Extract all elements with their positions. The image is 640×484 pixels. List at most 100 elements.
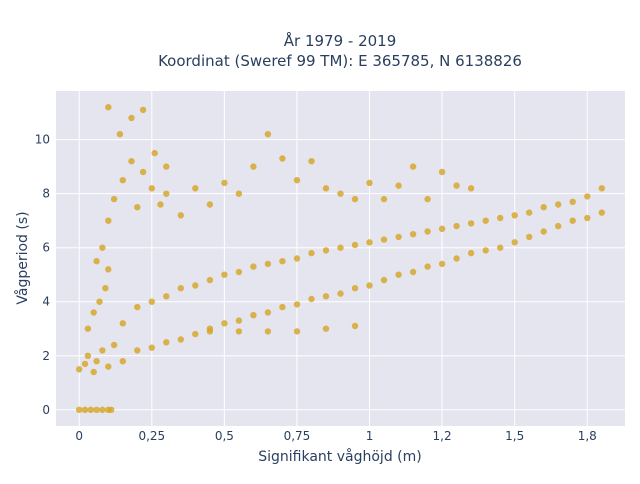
scatter-point	[76, 406, 83, 413]
scatter-point	[90, 368, 97, 376]
scatter-point	[119, 320, 127, 327]
scatter-point	[279, 258, 286, 265]
scatter-point	[497, 214, 504, 222]
scatter-point	[206, 328, 214, 335]
scatter-point	[177, 285, 184, 292]
scatter-point	[366, 179, 373, 187]
scatter-point	[555, 201, 562, 208]
x-tick-label: 1,2	[433, 429, 452, 443]
y-tick-label: 8	[42, 187, 50, 201]
scatter-point	[192, 185, 199, 192]
scatter-point	[93, 358, 100, 365]
x-axis-title: Signifikant våghöjd (m)	[258, 448, 421, 465]
scatter-point	[163, 339, 170, 346]
scatter-point	[134, 204, 141, 211]
scatter-point	[308, 249, 315, 257]
scatter-point	[163, 293, 170, 300]
scatter-point	[467, 185, 475, 192]
scatter-point	[322, 247, 330, 254]
scatter-point	[293, 177, 301, 184]
scatter-point	[264, 260, 272, 268]
scatter-point	[221, 320, 228, 327]
scatter-point	[235, 190, 243, 197]
scatter-point	[424, 263, 431, 270]
scatter-point	[250, 312, 257, 319]
y-tick-label: 4	[42, 295, 50, 309]
scatter-point	[453, 182, 460, 189]
scatter-point	[380, 195, 388, 203]
scatter-point	[93, 406, 100, 413]
scatter-point	[366, 239, 373, 246]
scatter-point	[366, 282, 373, 289]
scatter-point	[584, 193, 591, 200]
scatter-point	[322, 325, 330, 332]
scatter-point	[453, 222, 460, 230]
scatter-point	[250, 163, 257, 170]
scatter-point	[87, 406, 95, 413]
scatter-point	[293, 328, 301, 335]
x-tick-label: 1,8	[578, 429, 597, 443]
scatter-point	[84, 352, 92, 359]
scatter-point	[99, 406, 106, 413]
y-tick-label: 6	[42, 241, 50, 255]
scatter-point	[108, 406, 115, 413]
scatter-point	[453, 255, 460, 262]
scatter-point	[308, 295, 315, 303]
scatter-point	[177, 212, 184, 219]
scatter-point	[308, 158, 315, 165]
scatter-point	[351, 195, 359, 203]
scatter-point	[105, 363, 112, 370]
scatter-point	[293, 255, 301, 262]
x-axis-ticks: 0 0,25 0,5 0,75 1 1,2 1,5 1,8	[75, 429, 596, 443]
scatter-point	[192, 330, 199, 338]
scatter-point	[177, 336, 184, 343]
scatter-point	[206, 201, 214, 208]
scatter-point	[148, 298, 155, 305]
scatter-point	[279, 155, 286, 162]
scatter-point	[119, 358, 127, 365]
scatter-point	[134, 303, 141, 311]
scatter-point	[424, 195, 431, 203]
scatter-point	[128, 114, 135, 122]
scatter-point	[99, 347, 106, 354]
scatter-point	[395, 271, 402, 278]
scatter-point	[526, 233, 533, 241]
scatter-point	[569, 198, 576, 205]
scatter-point	[264, 328, 272, 335]
x-tick-label: 0	[75, 429, 83, 443]
scatter-point	[235, 328, 243, 335]
scatter-point	[128, 158, 135, 165]
scatter-point	[81, 406, 89, 413]
scatter-point	[105, 104, 112, 111]
scatter-point	[337, 190, 344, 197]
scatter-point	[351, 285, 359, 292]
scatter-point	[148, 344, 155, 351]
scatter-point	[151, 149, 158, 157]
scatter-point	[134, 347, 141, 354]
scatter-point	[105, 217, 112, 224]
x-tick-label: 0,75	[284, 429, 311, 443]
x-tick-label: 1	[366, 429, 374, 443]
scatter-point	[110, 195, 118, 203]
scatter-point	[76, 366, 83, 373]
scatter-point	[569, 217, 576, 224]
y-axis-title: Vågperiod (s)	[14, 211, 31, 304]
scatter-point	[395, 182, 402, 189]
scatter-point	[380, 276, 388, 284]
scatter-point	[409, 268, 417, 276]
scatter-point	[540, 228, 547, 235]
scatter-point	[511, 212, 518, 219]
scatter-point	[482, 247, 489, 254]
scatter-point	[102, 285, 109, 292]
scatter-point	[438, 168, 446, 176]
y-axis-ticks: 0 2 4 6 8 10	[35, 133, 50, 417]
scatter-point	[163, 190, 170, 197]
scatter-point	[598, 209, 605, 216]
scatter-point	[264, 131, 272, 138]
y-tick-label: 10	[35, 133, 50, 147]
scatter-point	[81, 360, 89, 368]
scatter-point	[250, 263, 257, 270]
scatter-point	[192, 282, 199, 289]
